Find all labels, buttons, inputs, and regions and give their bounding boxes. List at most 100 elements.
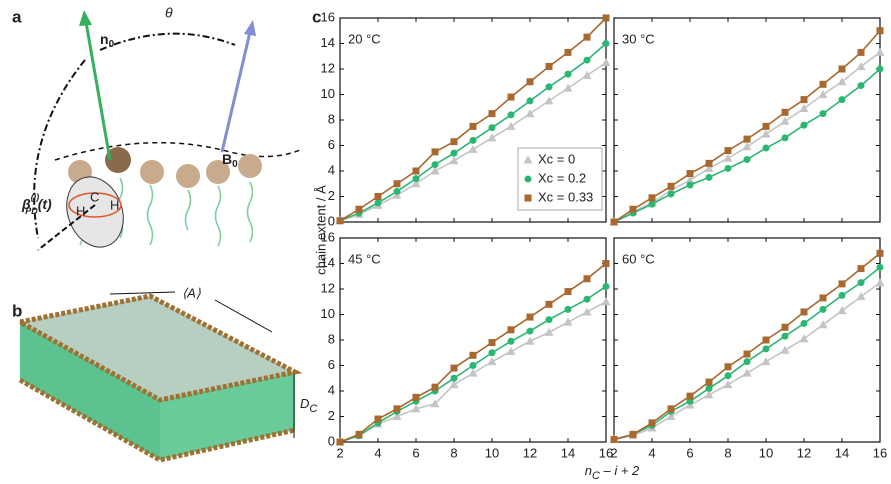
y-tick-label: 4 — [328, 382, 335, 397]
panel-title: 30 °C — [622, 31, 655, 46]
marker — [857, 48, 865, 56]
marker — [876, 27, 884, 35]
marker — [762, 144, 770, 152]
marker — [602, 282, 610, 290]
beta-sub: PD — [25, 206, 38, 216]
marker — [724, 372, 732, 380]
marker — [743, 135, 751, 143]
slab-front — [20, 322, 160, 460]
marker — [526, 313, 534, 321]
x-tick-label: 6 — [412, 445, 419, 460]
thickness-label: DC — [300, 396, 317, 414]
legend-label: Xc = 0.33 — [538, 189, 593, 204]
legend-marker — [523, 155, 533, 164]
marker — [430, 399, 440, 408]
marker — [666, 412, 676, 420]
marker — [488, 349, 496, 357]
marker — [875, 278, 885, 287]
y-tick-label: 8 — [328, 331, 335, 346]
marker — [487, 133, 497, 142]
marker — [564, 288, 572, 296]
marker — [411, 179, 421, 188]
y-axis-label: chain extent / Å — [313, 185, 328, 275]
marker — [800, 121, 808, 129]
b0-sub: 0 — [232, 159, 238, 170]
marker — [431, 161, 439, 169]
marker — [742, 368, 752, 377]
marker — [525, 336, 535, 345]
marker — [601, 58, 611, 67]
marker — [837, 306, 847, 315]
marker — [469, 351, 477, 359]
beta-tail: (t) — [38, 196, 52, 212]
x-tick-label: 16 — [599, 445, 613, 460]
marker — [762, 345, 770, 353]
marker — [856, 61, 866, 70]
marker — [876, 65, 884, 73]
marker — [450, 138, 458, 146]
marker — [648, 419, 656, 427]
y-tick-label: 8 — [328, 111, 335, 126]
y-tick-label: 4 — [328, 162, 335, 177]
beta-arc — [33, 59, 86, 239]
marker — [336, 217, 344, 225]
series-line — [613, 30, 881, 223]
panel-title: 45 °C — [348, 251, 381, 266]
y-tick-label: 0 — [328, 213, 335, 228]
marker — [819, 305, 827, 313]
diagram-a: a n0 θ B0 β(i) PD(t) H C H — [12, 5, 301, 251]
marker — [602, 40, 610, 47]
marker — [507, 111, 515, 119]
marker — [799, 104, 809, 113]
plot-frame — [613, 237, 881, 443]
x-axis-label: nC – i + 2 — [585, 463, 640, 481]
plot-frame — [339, 237, 607, 443]
x-tick-label: 8 — [724, 445, 731, 460]
marker — [648, 200, 656, 208]
y-tick-label: 12 — [321, 280, 335, 295]
legend-marker — [524, 194, 532, 202]
headgroups — [18, 377, 296, 463]
marker — [800, 319, 808, 327]
marker — [761, 129, 771, 138]
b0-label: B0 — [222, 151, 238, 170]
marker — [545, 300, 553, 308]
marker — [837, 77, 847, 86]
marker — [704, 163, 714, 172]
marker — [742, 142, 752, 151]
marker — [818, 320, 828, 329]
marker — [876, 263, 884, 271]
marker — [602, 260, 610, 267]
marker — [564, 305, 572, 313]
marker — [563, 83, 573, 92]
marker — [583, 56, 591, 64]
marker — [705, 378, 713, 386]
marker — [819, 80, 827, 88]
y-tick-label: 2 — [328, 408, 335, 423]
marker — [743, 350, 751, 358]
arrow-head — [244, 20, 256, 36]
marker — [336, 438, 344, 446]
marker — [781, 108, 789, 116]
marker — [431, 148, 439, 156]
legend-box — [517, 147, 603, 211]
marker — [392, 412, 402, 420]
headgroups — [18, 293, 303, 403]
marker — [450, 374, 458, 382]
marker — [449, 156, 459, 165]
thickness-sub: C — [309, 403, 317, 415]
marker — [506, 121, 516, 130]
marker — [468, 144, 478, 153]
x-label-sub: C — [592, 470, 600, 482]
y-tick-label: 12 — [321, 60, 335, 75]
marker — [781, 323, 789, 331]
marker — [857, 279, 865, 287]
n0-base: n — [100, 31, 109, 47]
marker — [743, 358, 751, 366]
marker — [838, 65, 846, 73]
n0-label: n0 — [100, 31, 115, 50]
marker — [686, 170, 694, 178]
panel-label: c — [312, 7, 321, 26]
y-tick-label: 16 — [321, 229, 335, 244]
marker — [449, 380, 459, 389]
